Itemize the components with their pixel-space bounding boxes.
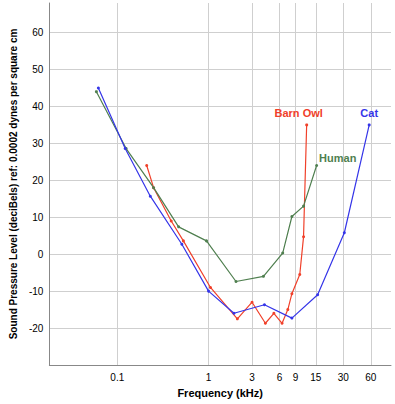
svg-text:50: 50 [32, 64, 44, 75]
svg-text:40: 40 [32, 101, 44, 112]
svg-text:1: 1 [206, 372, 212, 383]
svg-text:6: 6 [277, 372, 283, 383]
svg-text:Frequency (kHz): Frequency (kHz) [177, 387, 263, 399]
svg-text:30: 30 [338, 372, 350, 383]
svg-text:60: 60 [32, 27, 44, 38]
svg-text:Human: Human [319, 152, 357, 164]
svg-text:10: 10 [32, 212, 44, 223]
svg-text:3: 3 [249, 372, 255, 383]
svg-text:9: 9 [293, 372, 299, 383]
svg-text:0.1: 0.1 [110, 372, 124, 383]
svg-text:15: 15 [310, 372, 322, 383]
svg-text:Barn Owl: Barn Owl [275, 107, 323, 119]
svg-text:0: 0 [38, 249, 44, 260]
svg-text:Sound Pressure Level (deciBels: Sound Pressure Level (deciBels) ref: 0.0… [8, 29, 19, 340]
svg-text:Cat: Cat [360, 107, 378, 119]
svg-text:60: 60 [365, 372, 377, 383]
svg-text:20: 20 [32, 175, 44, 186]
svg-text:-20: -20 [29, 323, 44, 334]
svg-text:30: 30 [32, 138, 44, 149]
svg-text:-10: -10 [29, 286, 44, 297]
